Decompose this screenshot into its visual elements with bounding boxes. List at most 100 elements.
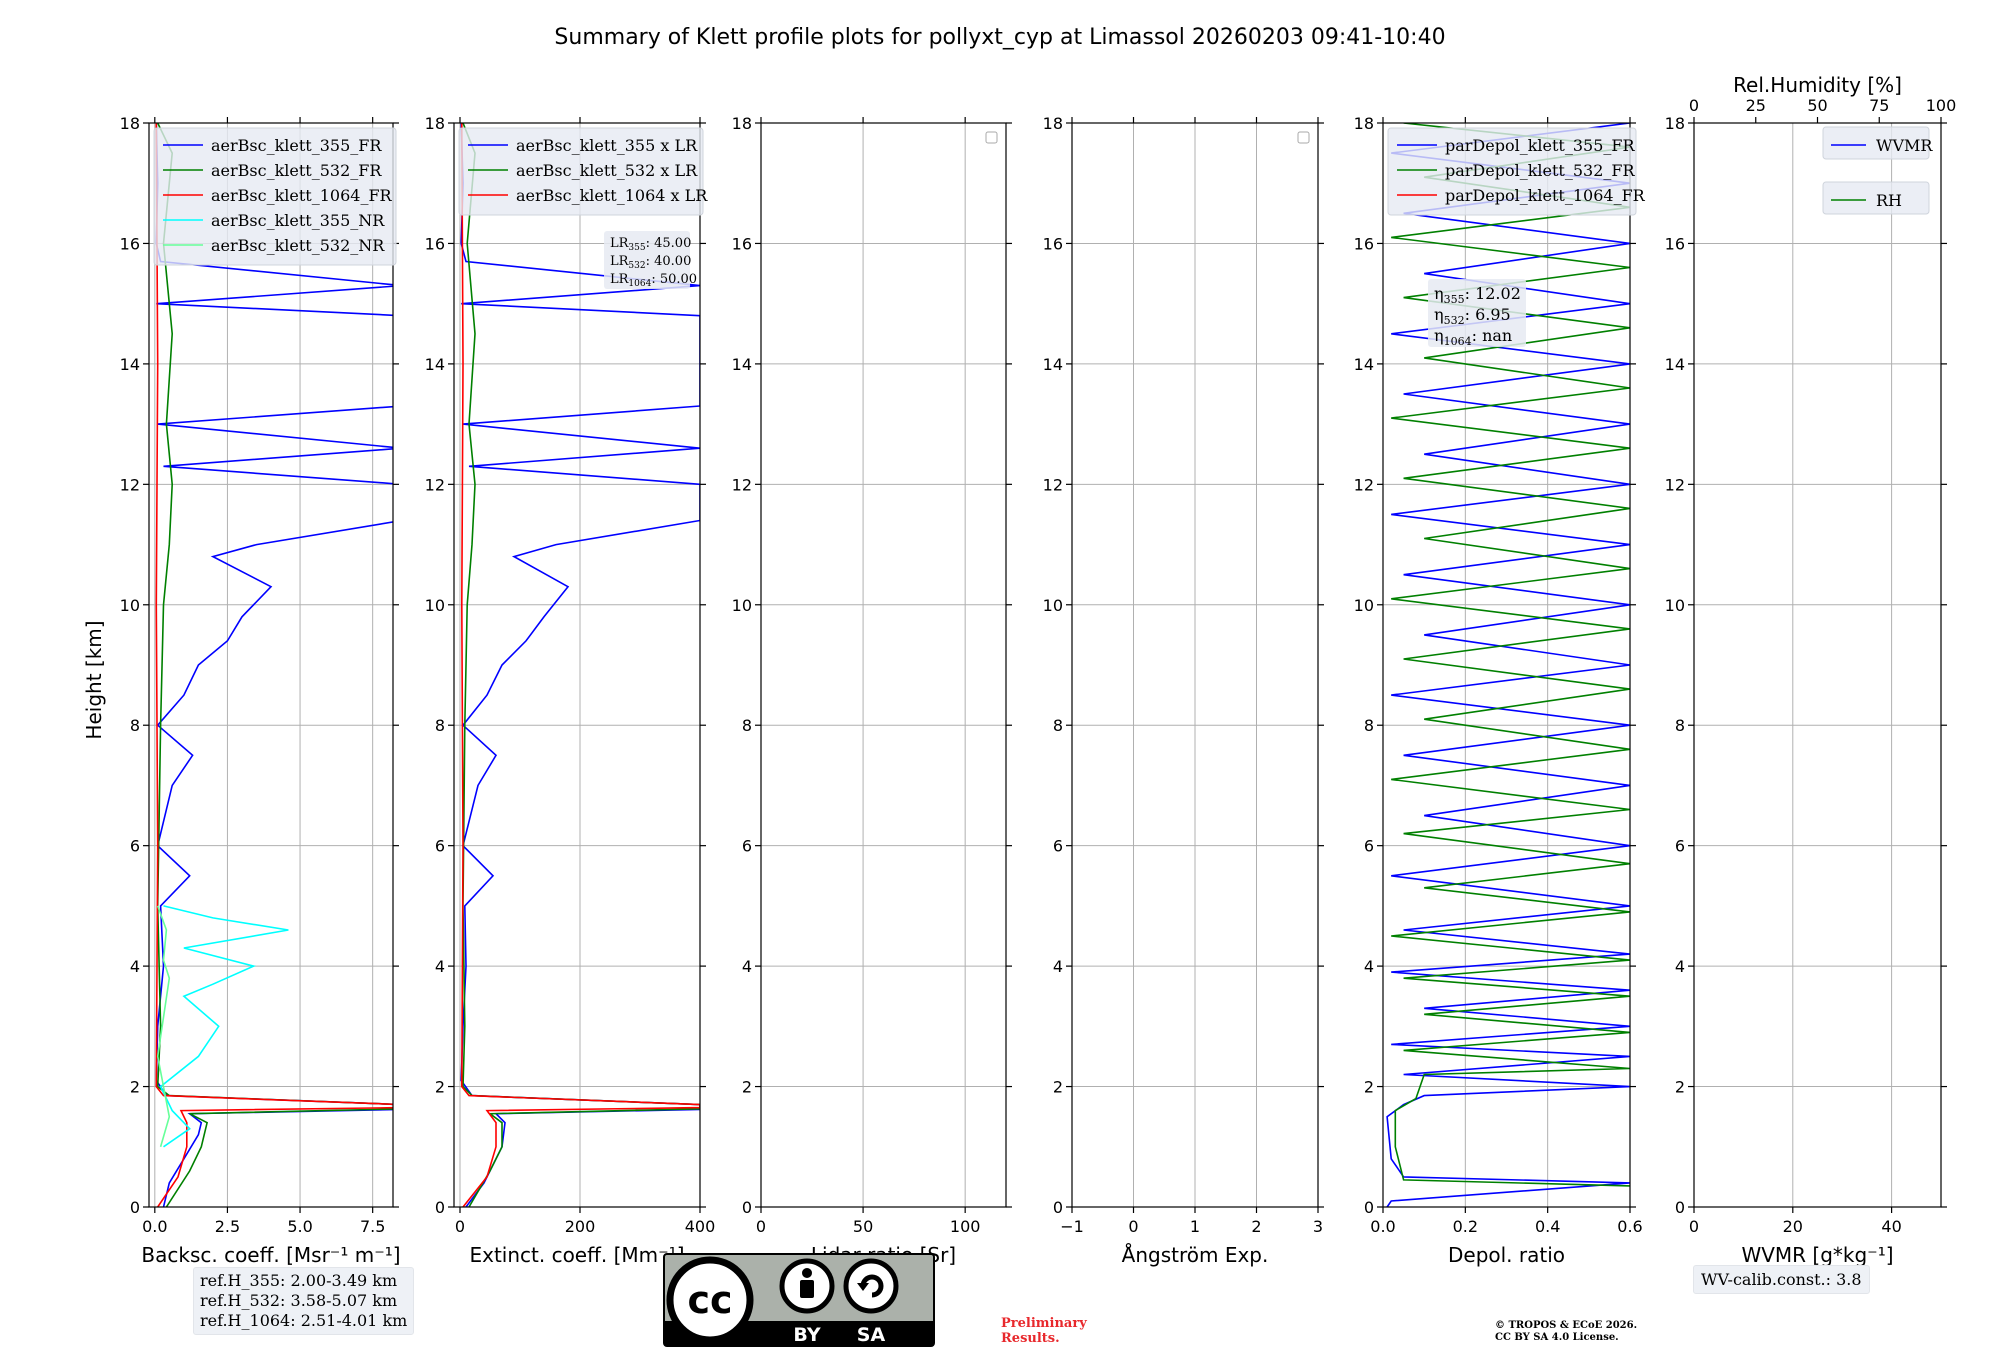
x-tick-label: 0.0 [142, 1217, 167, 1236]
y-tick-label: 2 [1675, 1078, 1685, 1097]
plot-frame [1693, 122, 1942, 1208]
y-tick-label: 8 [435, 716, 445, 735]
y-tick-label: 14 [1043, 355, 1063, 374]
y-tick-label: 0 [130, 1198, 140, 1217]
ref-height-355: ref.H_355: 2.00-3.49 km [200, 1271, 398, 1290]
y-tick-label: 6 [1675, 837, 1685, 856]
x-axis-label: Ångström Exp. [1122, 1243, 1269, 1267]
y-tick-label: 16 [425, 234, 445, 253]
y-tick-label: 4 [435, 957, 445, 976]
x2-tick-label: 50 [1807, 96, 1827, 115]
y-tick-label: 14 [1354, 355, 1374, 374]
y-tick-label: 14 [425, 355, 445, 374]
x-axis-label: Backsc. coeff. [Msr⁻¹ m⁻¹] [141, 1243, 400, 1267]
x-tick-label: 50 [853, 1217, 873, 1236]
x-tick-label: 100 [950, 1217, 981, 1236]
x2-tick-label: 25 [1746, 96, 1766, 115]
legend-label: aerBsc_klett_355 x LR [516, 136, 698, 155]
y-tick-label: 16 [120, 234, 140, 253]
y-tick-label: 6 [742, 837, 752, 856]
legend-label: WVMR [1876, 136, 1933, 155]
legend-label: aerBsc_klett_355_FR [211, 136, 382, 155]
y-tick-label: 4 [1364, 957, 1374, 976]
y-tick-label: 10 [120, 596, 140, 615]
y-tick-label: 18 [1665, 114, 1685, 133]
copyright-note: © TROPOS & ECoE 2026. CC BY SA 4.0 Licen… [1495, 1320, 1637, 1344]
x2-tick-label: 0 [1689, 96, 1699, 115]
y-tick-label: 8 [742, 716, 752, 735]
plot-frame [1382, 122, 1631, 1208]
x-tick-label: 2 [1251, 1217, 1261, 1236]
x-tick-label: 0 [1128, 1217, 1138, 1236]
y-tick-label: 18 [732, 114, 752, 133]
copyright-line-1: © TROPOS & ECoE 2026. [1495, 1320, 1638, 1331]
y-tick-label: 8 [1675, 716, 1685, 735]
wv-calib-text: WV-calib.const.: 3.8 [1701, 1270, 1862, 1289]
y-tick-label: 2 [435, 1078, 445, 1097]
legend-label: aerBsc_klett_1064 x LR [516, 186, 708, 205]
plot-frame [148, 122, 394, 1208]
reference-heights-box: ref.H_355: 2.00-3.49 km ref.H_532: 3.58-… [193, 1267, 415, 1335]
x-axis-label: Depol. ratio [1448, 1243, 1565, 1267]
x-tick-label: 0.6 [1617, 1217, 1642, 1236]
legend-box [153, 127, 397, 266]
legend-label: aerBsc_klett_532_NR [211, 236, 385, 255]
x-tick-label: 1 [1190, 1217, 1200, 1236]
y-tick-label: 6 [1364, 837, 1374, 856]
cc-text: cc [687, 1278, 732, 1322]
x-tick-label: 400 [685, 1217, 716, 1236]
x-tick-label: 7.5 [360, 1217, 385, 1236]
x-axis-label: WVMR [g*kg⁻¹] [1741, 1243, 1893, 1267]
sa-icon [843, 1258, 899, 1314]
y-tick-label: 4 [1053, 957, 1063, 976]
series-aerBsc_klett_532 x LR [462, 123, 700, 1207]
y-tick-label: 2 [1364, 1078, 1374, 1097]
y-tick-label: 18 [1354, 114, 1374, 133]
x-tick-label: 20 [1783, 1217, 1803, 1236]
y-tick-label: 0 [1053, 1198, 1063, 1217]
x-tick-label: 3 [1313, 1217, 1323, 1236]
plot-frame [453, 122, 701, 1208]
series-aerBsc_klett_1064 x LR [460, 123, 700, 1207]
y-tick-label: 6 [1053, 837, 1063, 856]
legend-box [1822, 126, 1930, 160]
empty-legend-box [985, 131, 998, 144]
series-aerBsc_klett_532_FR [156, 123, 393, 1207]
eta-box [1428, 279, 1526, 347]
ref-height-532: ref.H_532: 3.58-5.07 km [200, 1291, 398, 1310]
x-tick-label: 0 [455, 1217, 465, 1236]
y-tick-label: 4 [742, 957, 752, 976]
y-tick-label: 6 [435, 837, 445, 856]
ref-height-1064: ref.H_1064: 2.51-4.01 km [200, 1311, 408, 1330]
lr-label: LR532: 40.00 [610, 254, 691, 271]
y-tick-label: 12 [1354, 475, 1374, 494]
by-label: BY [793, 1324, 820, 1346]
legend-label: aerBsc_klett_1064_FR [211, 186, 393, 205]
y-tick-label: 14 [1665, 355, 1685, 374]
x-tick-label: 5.0 [287, 1217, 312, 1236]
x2-tick-label: 75 [1869, 96, 1889, 115]
preliminary-line-2: Results. [1001, 1331, 1060, 1346]
y-tick-label: 16 [1665, 234, 1685, 253]
y-tick-label: 8 [130, 716, 140, 735]
cc-icon [666, 1256, 754, 1344]
y-tick-label: 12 [1665, 475, 1685, 494]
y-tick-label: 8 [1364, 716, 1374, 735]
x-tick-label: 0.2 [1453, 1217, 1478, 1236]
x-tick-label: 2.5 [215, 1217, 240, 1236]
y-tick-label: 10 [1354, 596, 1374, 615]
legend-label: parDepol_klett_355_FR [1445, 136, 1636, 155]
x-tick-label: 40 [1881, 1217, 1901, 1236]
y-tick-label: 4 [130, 957, 140, 976]
y-tick-label: 16 [1354, 234, 1374, 253]
panel-backscatter: 0 2 4 6 8 10 12 14 16 18 0.0 2.5 5.0 7.5 Backsc. coeff… [120, 114, 401, 1267]
y-tick-label: 10 [425, 596, 445, 615]
series-aerBsc_klett_355_FR [155, 123, 393, 1207]
x2-tick-label: 100 [1926, 96, 1957, 115]
legend-label: aerBsc_klett_532 x LR [516, 161, 698, 180]
